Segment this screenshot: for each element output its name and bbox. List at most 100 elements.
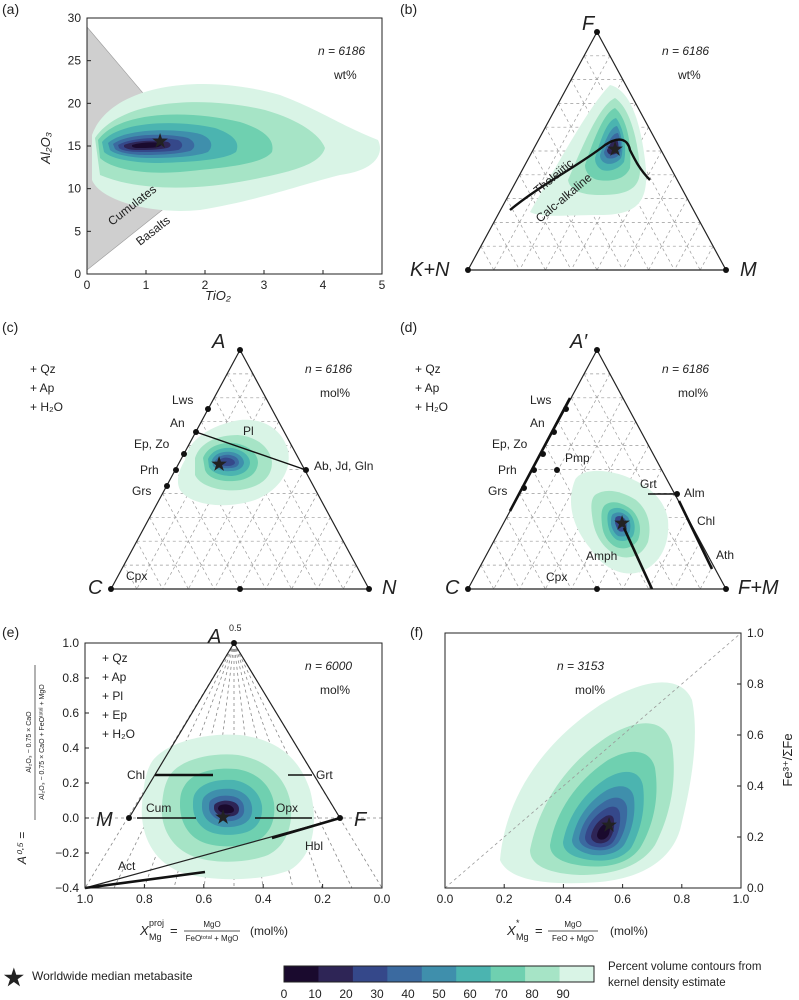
plus-d-1: + Ap (415, 381, 440, 395)
ytick-label-f: 0.6 (747, 728, 764, 742)
density-contours-e (141, 734, 314, 880)
ternary-gridline (291, 517, 331, 590)
median-star-b: ★ (607, 139, 623, 159)
unit-label-e: mol% (320, 683, 350, 697)
xtick-label-a: 4 (320, 278, 327, 292)
apex-label-e-right: F (354, 809, 368, 831)
colorbar-swatch (352, 966, 388, 982)
yfrac-den-e: Al₂O₃ − 0.75 × CaO + FeOᵗᵒᵗᵃˡ + MgO (39, 684, 46, 800)
apex-label-b-right: M (740, 259, 757, 281)
ytick-label-a: 5 (74, 224, 81, 238)
chl-ath-line (677, 500, 714, 570)
ternary-gridline (480, 564, 495, 590)
ternary-gridline (699, 246, 714, 271)
mineral-d-alm: Alm (684, 486, 705, 500)
ytick-label-a: 30 (68, 11, 82, 25)
xtick-label-e: 0.2 (314, 892, 331, 906)
colorbar-tick-label: 40 (401, 987, 415, 1000)
xtick-label-e: 1.0 (77, 892, 94, 906)
apex-dot-e-left (126, 815, 132, 821)
ternary-gridline (480, 246, 495, 271)
colorbar-swatch (387, 966, 423, 982)
xtick-label-e: 0.0 (374, 892, 391, 906)
ytick-label-f: 0.8 (747, 677, 764, 691)
ytick-label-f: 0.2 (747, 830, 764, 844)
unit-label-b: wt% (677, 68, 701, 82)
plus-e-2: + Pl (102, 689, 123, 703)
mineral-d-grs: Grs (488, 484, 507, 498)
density-contours-d (570, 470, 669, 574)
colorbar-frame (283, 965, 595, 983)
plus-d-0: + Qz (415, 362, 441, 376)
n-label-d: n = 6186 (662, 362, 709, 376)
legend-median-label: Worldwide median metabasite (32, 969, 193, 983)
mineral-d-an: An (530, 416, 545, 430)
n-label-e: n = 6000 (305, 659, 352, 673)
ytick-label-e: 0.8 (62, 671, 79, 685)
xunit-f: (mol%) (610, 924, 648, 938)
plus-d-2: + H₂O (415, 400, 448, 414)
mineral-d-amph: Amph (586, 549, 617, 563)
mineral-d-prh: Prh (498, 463, 517, 477)
panel-e: (e) 1.0 0.8 0 (2, 623, 391, 943)
hbl-line-e (271, 816, 341, 840)
ytick-label-e: 0.2 (62, 776, 79, 790)
n-label-f: n = 3153 (557, 659, 604, 673)
apex-label-e-top-sup: 0.5 (229, 623, 242, 633)
ternary-gridline (342, 564, 357, 590)
xtitle-f-eq: = (535, 923, 543, 938)
ternary-gridline (545, 421, 637, 590)
plus-c-0: + Qz (30, 362, 56, 376)
colorbar-caption-2: kernel density estimate (608, 977, 726, 989)
ytick-label-e: −0.2 (55, 846, 79, 860)
colorbar-swatch (318, 966, 354, 982)
colorbar-tick-label: 10 (308, 987, 322, 1000)
ytick-label-e: 0.6 (62, 706, 79, 720)
act-line-e (84, 870, 206, 890)
ytick-label-f: 1.0 (747, 626, 764, 640)
plus-c-2: + H₂O (30, 400, 63, 414)
apex-label-d-top: A′ (569, 331, 588, 353)
mineral-e-opx: Opx (276, 801, 298, 815)
xunit-e: (mol%) (250, 924, 288, 938)
density-contours-b (530, 85, 647, 216)
ytitle-a: Al₂O₃ (38, 132, 53, 165)
ternary-gridline (226, 373, 344, 590)
density-contours-f (500, 682, 695, 884)
ytick-label-a: 15 (68, 139, 82, 153)
ytick-label-a: 20 (68, 96, 82, 110)
apex-label-c-top: A (211, 331, 225, 353)
median-star-f: ★ (601, 815, 617, 835)
xtick-label-e: 0.4 (255, 892, 272, 906)
colorbar-tick-label: 20 (339, 987, 353, 1000)
legend-star-icon: ★ (4, 965, 24, 990)
panel-b: (b) ★ F K+N M n = 6186 wt% Tholeiitic Ca… (400, 1, 757, 281)
an-ab-tieline (195, 431, 307, 471)
ternary-gridline (175, 469, 241, 590)
mineral-e-grt: Grt (316, 768, 333, 782)
xtitle-e-sub: Mg (149, 932, 162, 942)
panel-a-letter: (a) (2, 1, 19, 17)
xtick-label-f: 0.0 (437, 892, 454, 906)
xtitle-f-sup: * (516, 918, 520, 928)
ternary-gridline (123, 564, 138, 590)
mineral-d-epzo: Ep, Zo (492, 437, 528, 451)
xtick-label-e: 0.8 (136, 892, 153, 906)
colorbar-swatch (284, 966, 319, 982)
colorbar-tick-label: 80 (525, 987, 539, 1000)
colorbar-tick-label: 60 (463, 987, 477, 1000)
ternary-gridline (519, 397, 624, 590)
median-star-c: ★ (211, 454, 227, 474)
ternary-gridline (149, 517, 189, 590)
ca-mineral-line-d (508, 397, 572, 512)
plus-e-3: + Ep (102, 708, 127, 722)
apex-label-e-left: M (96, 809, 113, 831)
apex-label-e-top: A (207, 626, 221, 648)
n-label-a: n = 6186 (318, 44, 365, 58)
xtick-label-f: 0.8 (673, 892, 690, 906)
xtick-label-f: 0.6 (614, 892, 631, 906)
mineral-c-epzo: Ep, Zo (134, 437, 170, 451)
density-contours-c (177, 419, 289, 506)
ytitle-e: A⁰·⁵ = (15, 832, 29, 865)
yfrac-num-e: Al₂O₃ − 0.75 × CaO (26, 711, 33, 773)
